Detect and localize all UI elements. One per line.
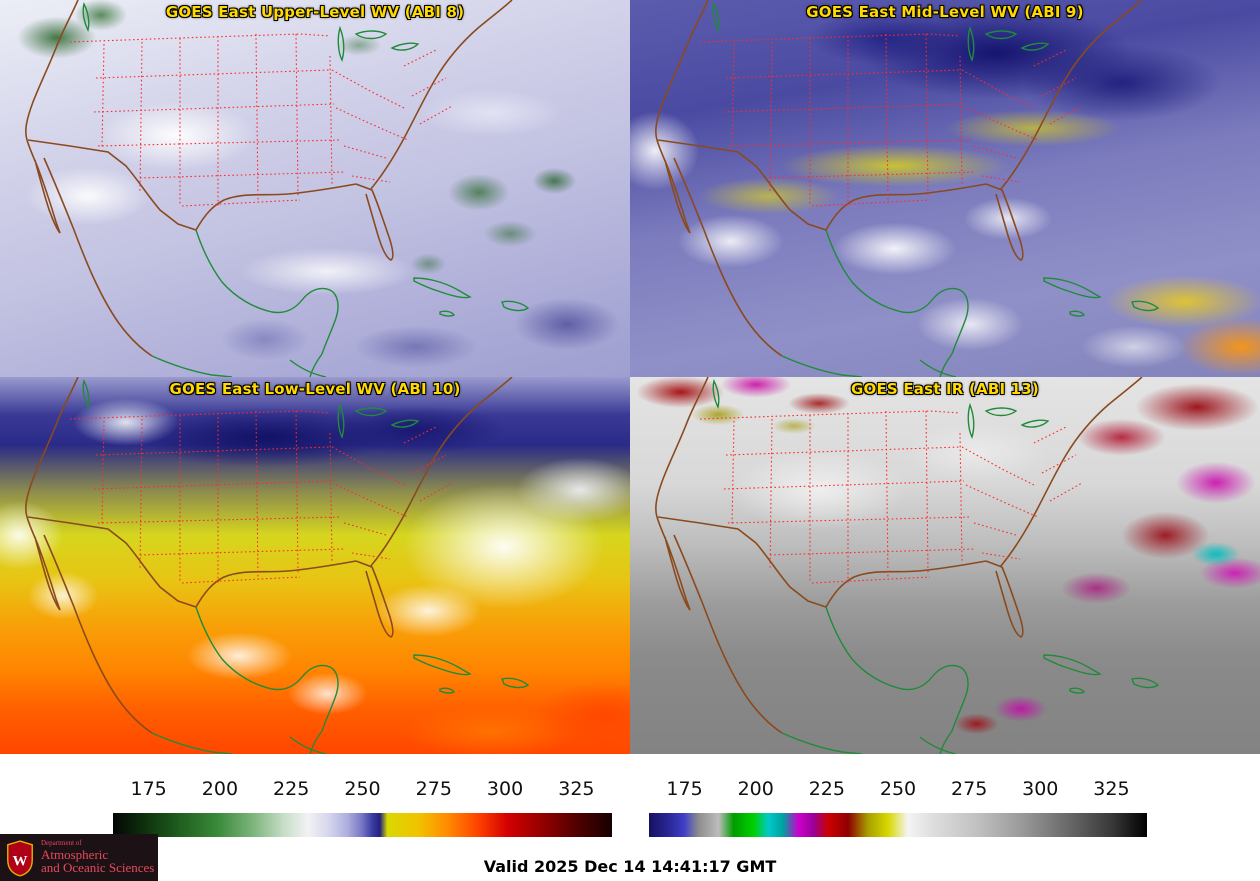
colorbar-tick: 175 (666, 778, 703, 800)
mexico-caribbean-coastline (712, 1, 1160, 377)
us-coastline (25, 377, 513, 734)
map-overlay (655, 377, 1160, 754)
map-overlay (25, 0, 530, 377)
panel-title-abi10: GOES East Low-Level WV (ABI 10) (169, 380, 461, 398)
colorbar-tick: 275 (951, 778, 988, 800)
uw-crest-icon: W (7, 839, 33, 877)
satellite-panel-grid: GOES East Upper-Level WV (ABI 8) (0, 0, 1260, 754)
wv-colorbar-ticks: 175 200 225 250 275 300 325 (113, 778, 612, 804)
colorbar-tick: 250 (879, 778, 917, 800)
panel-title-abi8: GOES East Upper-Level WV (ABI 8) (165, 3, 465, 21)
colorbar-tick: 200 (737, 778, 774, 800)
us-coastline (655, 377, 1143, 734)
satellite-imagery-abi9 (630, 0, 1260, 377)
colorbar-tick: 300 (1022, 778, 1059, 800)
us-coastline (25, 0, 513, 357)
satellite-imagery-abi10 (0, 377, 630, 754)
state-borders (699, 410, 1083, 585)
ir-colorbar (649, 813, 1147, 837)
panel-title-abi9: GOES East Mid-Level WV (ABI 9) (806, 3, 1084, 21)
map-overlay-slot (0, 0, 630, 377)
panel-title-abi13: GOES East IR (ABI 13) (850, 380, 1039, 398)
uw-aos-logo: W Department of Atmospheric and Oceanic … (0, 834, 158, 881)
colorbar-tick: 225 (808, 778, 845, 800)
logo-text: Department of Atmospheric and Oceanic Sc… (41, 839, 155, 876)
colorbar-tick: 200 (201, 778, 239, 800)
ir-colorbar-ticks: 175 200 225 250 275 300 325 (649, 778, 1147, 804)
map-overlay (25, 377, 530, 754)
map-overlay-slot (630, 0, 1260, 377)
satellite-imagery-abi13 (630, 377, 1260, 754)
state-borders (69, 410, 453, 585)
colorbar-tick: 175 (130, 778, 167, 800)
map-overlay-slot (630, 377, 1260, 754)
wv-colorbar (113, 813, 612, 837)
panel-mid-level-wv: GOES East Mid-Level WV (ABI 9) (630, 0, 1260, 377)
state-borders (699, 33, 1083, 208)
logo-dept-line1: Atmospheric (41, 846, 109, 862)
panel-upper-level-wv: GOES East Upper-Level WV (ABI 8) (0, 0, 630, 377)
satellite-imagery-abi8 (0, 0, 630, 377)
colorbar-tick: 225 (273, 778, 310, 800)
colorbar-tick: 250 (344, 778, 381, 800)
colorbar-tick: 325 (558, 778, 595, 800)
mexico-caribbean-coastline (82, 378, 530, 754)
map-overlay (655, 0, 1160, 377)
panel-ir: GOES East IR (ABI 13) (630, 377, 1260, 754)
logo-dept-line2: and Oceanic Sciences (41, 860, 155, 876)
mexico-caribbean-coastline (82, 1, 530, 377)
logo-dept-prefix: Department of (41, 839, 82, 848)
legend-area: 175 200 225 250 275 300 325 175 200 225 … (0, 754, 1260, 881)
map-overlay-slot (0, 377, 630, 754)
panel-low-level-wv: GOES East Low-Level WV (ABI 10) (0, 377, 630, 754)
mexico-caribbean-coastline (712, 378, 1160, 754)
us-coastline (655, 0, 1143, 357)
valid-timestamp: Valid 2025 Dec 14 14:41:17 GMT (483, 857, 777, 876)
state-borders (69, 33, 453, 208)
colorbar-tick: 300 (486, 778, 524, 800)
colorbar-tick: 275 (415, 778, 452, 800)
ir-colorbar-block: 175 200 225 250 275 300 325 (649, 778, 1147, 837)
crest-letter: W (12, 853, 27, 869)
colorbar-tick: 325 (1093, 778, 1130, 800)
wv-colorbar-block: 175 200 225 250 275 300 325 (113, 778, 612, 837)
